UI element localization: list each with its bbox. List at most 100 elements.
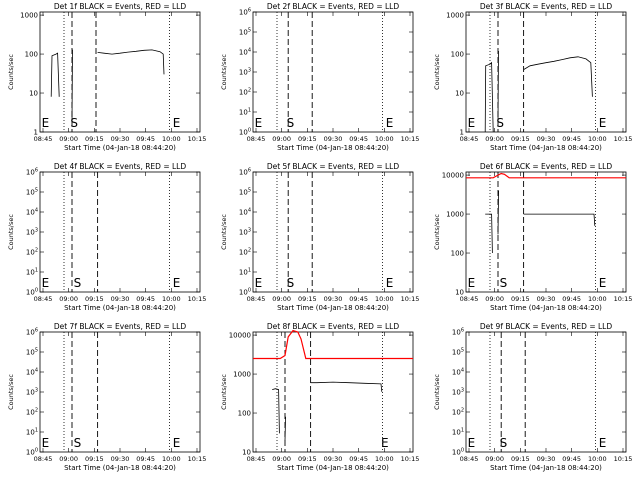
y-tick-label: 100 [239, 128, 251, 137]
y-tick-label: 1000 [446, 12, 464, 20]
y-tick-label: 105 [26, 188, 38, 197]
y-tick-label: 103 [239, 68, 251, 77]
x-tick-label: 09:30 [324, 295, 343, 303]
x-tick-label: 09:30 [537, 295, 556, 303]
y-tick-label: 100 [452, 448, 464, 457]
y-axis-label: Counts/sec [7, 54, 15, 90]
chart-panel-9: Det 9f BLACK = Events, RED = LLD 100 101 10… [433, 322, 632, 472]
chart-panel-5: Det 5f BLACK = Events, RED = LLD 100 101 10… [220, 162, 419, 312]
x-tick-label: 09:00 [485, 455, 504, 463]
marker-e: E [42, 436, 50, 450]
x-tick-label: 09:30 [111, 135, 130, 143]
marker-s: S [74, 276, 82, 290]
marker-e: E [42, 276, 50, 290]
x-tick-label: 08:45 [247, 455, 266, 463]
events-series-line [71, 49, 73, 121]
x-tick-label: 09:15 [511, 295, 530, 303]
lld-series-line [466, 172, 626, 179]
chart-panel-1: Det 1f BLACK = Events, RED = LLD 1 10 100 10… [7, 2, 206, 152]
marker-e: E [381, 436, 389, 450]
y-tick-label: 101 [239, 108, 251, 117]
x-tick-label: 10:00 [375, 135, 394, 143]
x-axis-label: Start Time (04-Jan-18 08:44:20) [490, 304, 602, 312]
x-tick-label: 09:30 [324, 455, 343, 463]
y-axis-label: Counts/sec [433, 374, 441, 410]
y-tick-label: 105 [239, 188, 251, 197]
y-tick-label: 1000 [20, 12, 38, 20]
x-tick-label: 09:00 [272, 295, 291, 303]
events-series-line [484, 61, 494, 133]
chart-panel-6: Det 6f BLACK = Events, RED = LLD 10 100 100… [433, 162, 632, 312]
marker-s: S [500, 436, 508, 450]
x-tick-label: 10:15 [188, 455, 207, 463]
x-tick-label: 09:45 [136, 135, 155, 143]
marker-s: S [496, 116, 504, 130]
y-tick-label: 100 [239, 288, 251, 297]
y-tick-label: 102 [452, 408, 464, 417]
events-series-line [497, 190, 499, 235]
y-axis-label: Counts/sec [433, 214, 441, 250]
x-tick-label: 09:15 [85, 295, 104, 303]
x-tick-label: 08:45 [34, 295, 53, 303]
x-tick-label: 10:00 [162, 455, 181, 463]
chart-title: Det 8f BLACK = Events, RED = LLD [267, 322, 400, 331]
events-series-line [523, 213, 596, 226]
y-tick-label: 101 [239, 268, 251, 277]
y-axis-label: Counts/sec [7, 214, 15, 250]
y-tick-label: 10 [242, 449, 251, 457]
events-series-line [497, 50, 499, 121]
marker-s: S [500, 276, 508, 290]
marker-e: E [42, 116, 50, 130]
chart-title: Det 5f BLACK = Events, RED = LLD [267, 162, 400, 171]
y-tick-label: 101 [26, 268, 38, 277]
y-tick-label: 106 [239, 8, 251, 17]
y-tick-label: 105 [452, 348, 464, 357]
x-tick-label: 10:00 [162, 135, 181, 143]
x-tick-label: 09:00 [272, 135, 291, 143]
x-tick-label: 08:45 [460, 295, 479, 303]
y-tick-label: 10 [455, 90, 464, 98]
events-series-line [50, 52, 60, 97]
x-tick-label: 09:30 [537, 455, 556, 463]
y-tick-label: 104 [452, 368, 464, 377]
x-axis-label: Start Time (04-Jan-18 08:44:20) [64, 144, 176, 152]
x-tick-label: 09:15 [298, 135, 317, 143]
x-tick-label: 08:45 [247, 135, 266, 143]
marker-e: E [386, 116, 394, 130]
chart-panel-2: Det 2f BLACK = Events, RED = LLD 100 101 10… [220, 2, 419, 152]
marker-e: E [599, 116, 607, 130]
marker-e: E [599, 436, 607, 450]
x-tick-label: 10:00 [588, 295, 607, 303]
x-tick-label: 10:00 [375, 455, 394, 463]
y-tick-label: 1 [460, 129, 464, 137]
marker-e: E [173, 276, 181, 290]
x-tick-label: 09:45 [349, 455, 368, 463]
chart-title: Det 4f BLACK = Events, RED = LLD [54, 162, 187, 171]
y-tick-label: 10 [29, 90, 38, 98]
y-tick-label: 100 [25, 51, 38, 59]
marker-e: E [468, 116, 476, 130]
y-tick-label: 103 [239, 228, 251, 237]
x-tick-label: 10:15 [401, 455, 420, 463]
y-tick-label: 100 [26, 448, 38, 457]
events-series-line [284, 416, 286, 441]
x-tick-label: 10:15 [614, 135, 633, 143]
x-tick-label: 09:15 [511, 455, 530, 463]
y-axis-label: Counts/sec [433, 54, 441, 90]
x-tick-label: 08:45 [34, 135, 53, 143]
x-tick-label: 09:00 [59, 295, 78, 303]
x-tick-label: 10:00 [162, 295, 181, 303]
x-tick-label: 09:15 [298, 295, 317, 303]
x-tick-label: 09:00 [59, 135, 78, 143]
x-tick-label: 09:00 [485, 295, 504, 303]
x-axis-label: Start Time (04-Jan-18 08:44:20) [64, 304, 176, 312]
y-axis-label: Counts/sec [7, 374, 15, 410]
y-tick-label: 105 [26, 348, 38, 357]
chart-title: Det 1f BLACK = Events, RED = LLD [54, 2, 187, 11]
x-tick-label: 09:45 [562, 455, 581, 463]
y-tick-label: 105 [239, 28, 251, 37]
y-tick-label: 100 [26, 288, 38, 297]
y-tick-label: 1 [34, 129, 38, 137]
x-axis-label: Start Time (04-Jan-18 08:44:20) [277, 144, 389, 152]
